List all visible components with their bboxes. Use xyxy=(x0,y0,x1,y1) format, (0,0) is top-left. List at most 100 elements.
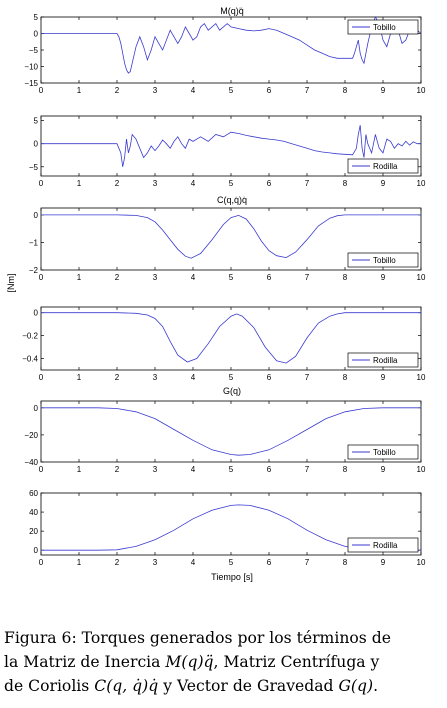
x-tick-label: 4 xyxy=(191,86,196,95)
x-tick-label: 9 xyxy=(381,373,386,382)
y-tick-label: −20 xyxy=(24,431,38,440)
x-tick-label: 4 xyxy=(191,558,196,567)
x-tick-label: 2 xyxy=(115,373,120,382)
series-line-rodilla xyxy=(41,125,421,167)
y-tick-label: −0.2 xyxy=(22,332,38,341)
x-tick-label: 6 xyxy=(267,373,272,382)
chart-panel-6: 0 1 2 3 4 5 6 7 8 9 10 60 40 20 0 Rodilla xyxy=(29,489,426,567)
caption-text: . xyxy=(373,677,379,695)
y-tick-label: −15 xyxy=(24,79,38,88)
caption-text: , Matriz Centrífuga y xyxy=(213,653,380,671)
x-tick-label: 3 xyxy=(153,558,158,567)
x-tick-label: 1 xyxy=(77,465,82,474)
x-tick-label: 4 xyxy=(191,465,196,474)
x-tick-label: 4 xyxy=(191,179,196,188)
x-tick-label: 0 xyxy=(39,558,44,567)
legend: Tobillo xyxy=(347,19,419,35)
y-tick-label: 0 xyxy=(34,546,39,555)
x-tick-label: 0 xyxy=(39,179,44,188)
caption-math-m: M(q)q̈ xyxy=(165,653,214,671)
chart-panel-5: 0 1 2 3 4 5 6 7 8 9 10 0 −20 −40 Tobillo xyxy=(24,400,426,474)
caption-line-1: Figura 6: Torques generados por los térm… xyxy=(4,629,391,647)
x-tick-label: 5 xyxy=(229,179,234,188)
caption-text: y Vector de Gravedad xyxy=(158,677,339,695)
x-tick-label: 8 xyxy=(343,558,348,567)
legend-label: Tobillo xyxy=(373,448,396,457)
group-title-gq: G(q) xyxy=(223,386,241,396)
x-tick-label: 10 xyxy=(417,273,426,282)
x-tick-label: 7 xyxy=(305,86,310,95)
y-tick-label: −10 xyxy=(24,63,38,72)
y-tick-label: 0 xyxy=(34,140,39,149)
x-tick-label: 6 xyxy=(267,179,272,188)
chart-panel-3: 0 1 2 3 4 5 6 7 8 9 10 0 −1 −2 Tobillo xyxy=(29,207,426,282)
x-tick-label: 8 xyxy=(343,179,348,188)
x-tick-label: 1 xyxy=(77,86,82,95)
y-tick-label: 60 xyxy=(29,489,38,498)
x-tick-label: 2 xyxy=(115,465,120,474)
x-tick-label: 6 xyxy=(267,465,272,474)
y-tick-label: −5 xyxy=(29,163,39,172)
series-line-rodilla xyxy=(41,312,421,364)
legend-box xyxy=(347,158,419,174)
legend: Rodilla xyxy=(347,537,419,553)
x-tick-label: 6 xyxy=(267,273,272,282)
legend-box xyxy=(347,444,419,460)
x-tick-label: 9 xyxy=(381,86,386,95)
y-tick-label: −0.4 xyxy=(22,355,38,364)
legend-box xyxy=(347,352,419,368)
x-tick-label: 8 xyxy=(343,273,348,282)
x-tick-label: 4 xyxy=(191,273,196,282)
caption-line-2: la Matriz de Inercia M(q)q̈, Matriz Cent… xyxy=(4,650,444,674)
x-tick-label: 10 xyxy=(417,373,426,382)
x-tick-label: 0 xyxy=(39,273,44,282)
x-tick-label: 7 xyxy=(305,465,310,474)
x-tick-label: 7 xyxy=(305,273,310,282)
legend-box xyxy=(347,252,419,268)
y-tick-label: −5 xyxy=(29,46,39,55)
group-title-mq: M(q)q̈ xyxy=(220,6,244,16)
x-tick-label: 8 xyxy=(343,86,348,95)
x-tick-label: 0 xyxy=(39,373,44,382)
x-tick-label: 7 xyxy=(305,558,310,567)
x-tick-label: 0 xyxy=(39,465,44,474)
legend: Rodilla xyxy=(347,158,419,174)
y-axis-label: [Nm] xyxy=(6,274,16,293)
caption-line-3: de Coriolis C(q, q̇)q̇ y Vector de Grave… xyxy=(4,674,444,698)
x-tick-label: 5 xyxy=(229,86,234,95)
x-tick-label: 8 xyxy=(343,465,348,474)
legend-box xyxy=(347,19,419,35)
x-tick-label: 5 xyxy=(229,558,234,567)
x-tick-label: 3 xyxy=(153,273,158,282)
x-tick-label: 10 xyxy=(417,86,426,95)
x-tick-label: 4 xyxy=(191,373,196,382)
y-tick-label: 5 xyxy=(34,13,39,22)
legend-label: Rodilla xyxy=(373,356,398,365)
caption-text: la Matriz de Inercia xyxy=(4,653,166,671)
x-tick-label: 9 xyxy=(381,179,386,188)
chart-panel-1: 0 1 2 3 4 5 6 7 8 9 10 5 0 −5 −10 −15 Tobillo xyxy=(24,13,426,95)
x-tick-label: 2 xyxy=(115,273,120,282)
caption-math-g: G(q) xyxy=(338,677,374,695)
x-tick-label: 3 xyxy=(153,373,158,382)
x-tick-label: 2 xyxy=(115,558,120,567)
x-axis-label: Tiempo [s] xyxy=(211,572,253,582)
caption-text: de Coriolis xyxy=(4,677,95,695)
series-line-tobillo xyxy=(41,16,422,74)
caption-math-c: C(q, q̇)q̇ xyxy=(94,677,159,695)
x-tick-label: 6 xyxy=(267,86,272,95)
chart-panel-4: 0 1 2 3 4 5 6 7 8 9 10 0 −0.2 −0.4 Rodilla xyxy=(22,306,426,382)
x-tick-label: 3 xyxy=(153,179,158,188)
x-tick-label: 1 xyxy=(77,179,82,188)
x-tick-label: 9 xyxy=(381,273,386,282)
legend-box xyxy=(347,537,419,553)
y-tick-label: 0 xyxy=(34,30,39,39)
y-tick-label: −40 xyxy=(24,458,38,467)
y-tick-label: −2 xyxy=(29,266,39,275)
series-line-tobillo xyxy=(41,214,421,259)
x-tick-label: 1 xyxy=(77,373,82,382)
x-tick-label: 8 xyxy=(343,373,348,382)
x-tick-label: 9 xyxy=(381,465,386,474)
legend-label: Rodilla xyxy=(373,162,398,171)
y-tick-label: 0 xyxy=(34,211,39,220)
